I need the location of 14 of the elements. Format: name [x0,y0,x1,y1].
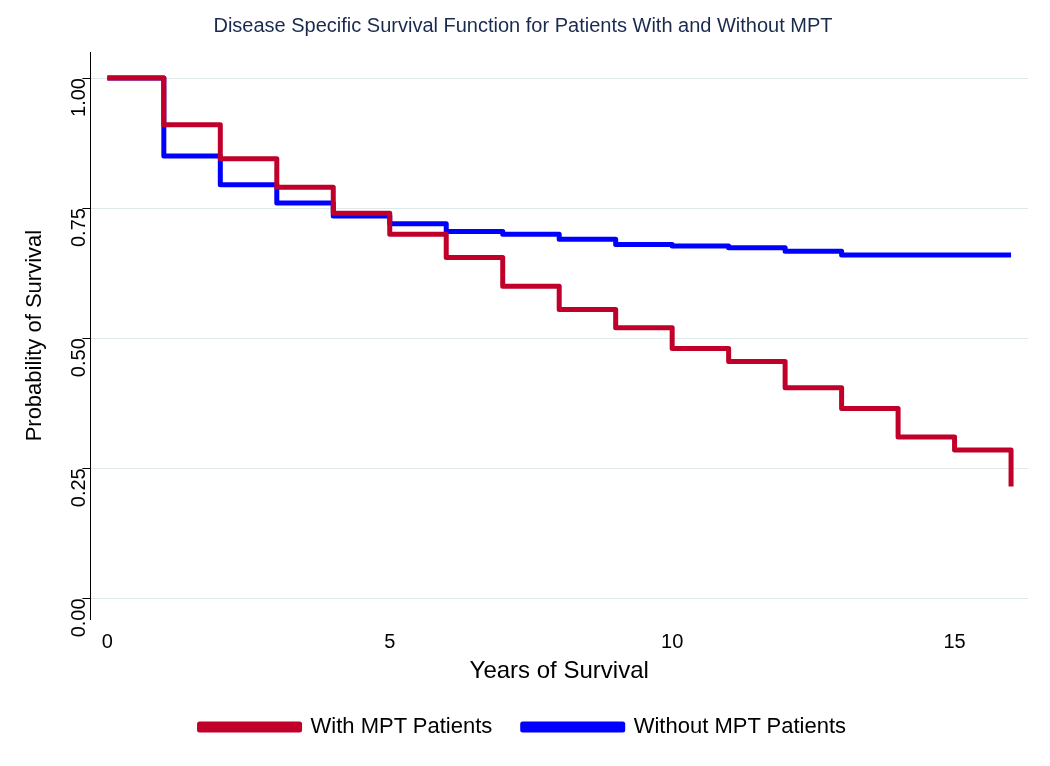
x-tick-label: 10 [661,629,684,652]
x-tick-label: 15 [943,629,966,652]
legend-label: With MPT Patients [310,713,493,739]
legend-label: Without MPT Patients [633,713,847,739]
x-axis-title: Years of Survival [469,656,649,684]
y-tick-label: 0.75 [66,208,89,248]
chart-title: Disease Specific Survival Function for Patients With and Without MPT [213,13,833,36]
y-tick-label: 0.25 [66,468,89,508]
x-tick-label: 0 [101,629,113,652]
y-axis-title: Probability of Survival [21,229,47,442]
y-tick-label: 0.50 [66,338,89,378]
y-tick-label: 0.00 [66,598,89,638]
x-tick-label: 5 [384,629,396,652]
y-tick-label: 1.00 [66,78,89,117]
